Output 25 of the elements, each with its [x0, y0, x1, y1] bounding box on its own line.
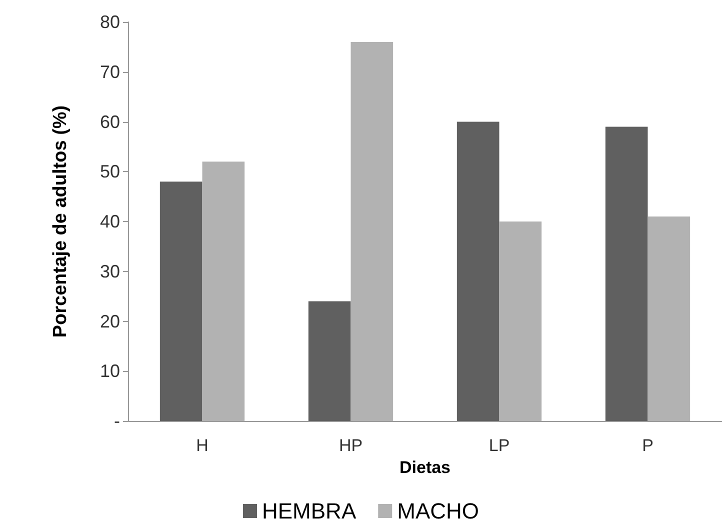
y-axis-title: Porcentaje de adultos (%) — [50, 105, 71, 338]
bar — [456, 122, 500, 421]
legend-label: MACHO — [397, 498, 480, 524]
y-tick-label: 80 — [100, 12, 120, 32]
x-tick-label: P — [642, 436, 654, 455]
y-tick-label: 40 — [100, 212, 120, 232]
x-tick-label: HP — [338, 436, 363, 455]
y-tick-label: 60 — [100, 112, 120, 132]
y-tick-label: 70 — [100, 62, 120, 82]
x-axis-title: Dietas — [399, 458, 451, 477]
legend-label: HEMBRA — [262, 498, 356, 524]
y-tick-label: - — [114, 411, 120, 431]
bar — [605, 126, 648, 421]
bar — [350, 42, 394, 421]
x-tick-label: LP — [488, 436, 510, 455]
bar — [308, 301, 351, 421]
x-tick-label: H — [196, 436, 208, 455]
bar — [648, 216, 690, 421]
y-tick-label: 30 — [100, 261, 120, 282]
y-tick-label: 10 — [100, 361, 120, 382]
bar — [160, 182, 202, 421]
bar — [202, 162, 245, 421]
y-tick-label: 50 — [100, 162, 120, 182]
bar — [499, 222, 542, 421]
y-tick-label: 20 — [100, 311, 120, 332]
